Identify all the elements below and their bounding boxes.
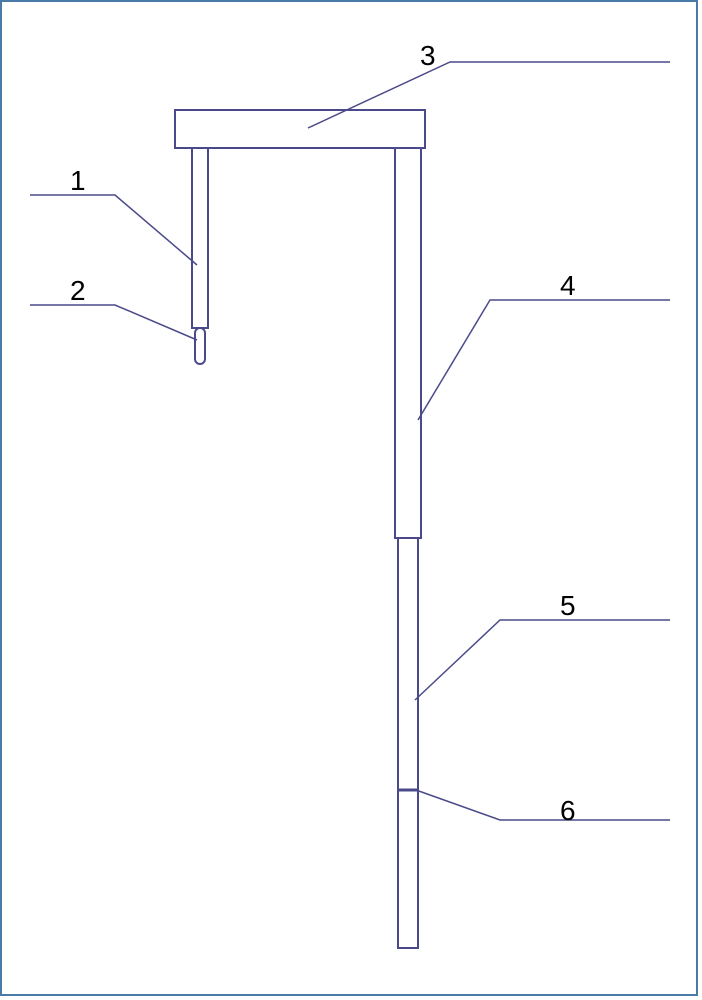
leader-4 [418, 300, 670, 420]
leader-6 [416, 790, 670, 820]
label-4: 4 [560, 270, 576, 302]
part-top-bar [175, 110, 425, 148]
label-2: 2 [70, 275, 86, 307]
diagram-svg [0, 0, 702, 1000]
part-right-rod-lower [398, 538, 418, 948]
leader-3 [308, 62, 670, 128]
part-left-rod [192, 148, 208, 328]
label-6: 6 [560, 795, 576, 827]
label-5: 5 [560, 590, 576, 622]
part-left-tip [195, 328, 205, 364]
label-3: 3 [420, 40, 436, 72]
leader-5 [415, 620, 670, 700]
part-right-rod-upper [395, 148, 421, 538]
leader-1 [30, 195, 197, 265]
leader-2 [30, 305, 197, 340]
label-1: 1 [70, 165, 86, 197]
